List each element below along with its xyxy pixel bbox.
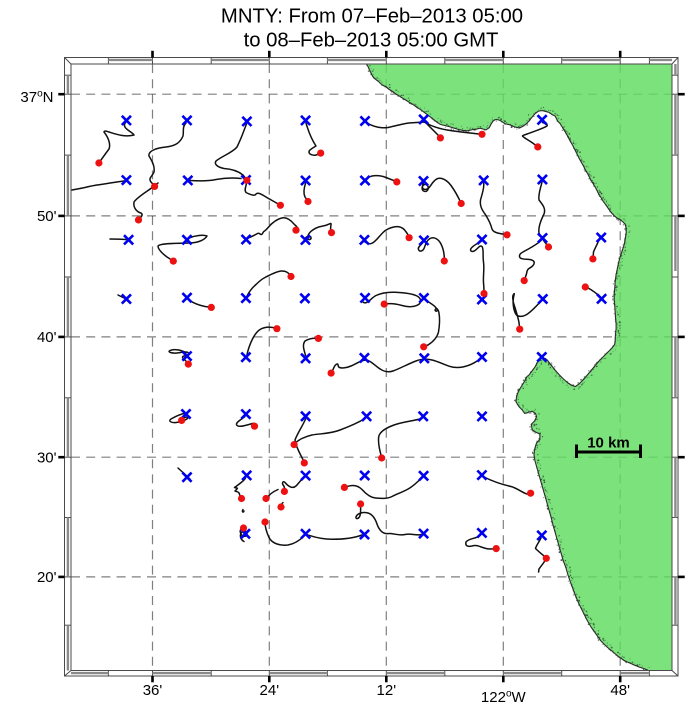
- svg-text:50': 50': [37, 208, 57, 225]
- svg-text:12': 12': [377, 682, 397, 699]
- svg-text:48': 48': [610, 682, 630, 699]
- svg-text:30': 30': [37, 450, 57, 467]
- svg-text:40': 40': [37, 329, 57, 346]
- svg-text:MNTY: From 07–Feb–2013 05:00: MNTY: From 07–Feb–2013 05:00: [221, 6, 523, 28]
- svg-text:10 km: 10 km: [587, 435, 630, 452]
- svg-text:122oW: 122oW: [481, 688, 527, 706]
- svg-text:20': 20': [37, 569, 57, 586]
- svg-text:24': 24': [260, 682, 280, 699]
- svg-text:to 08–Feb–2013 05:00 GMT: to 08–Feb–2013 05:00 GMT: [244, 30, 499, 52]
- svg-text:36': 36': [143, 682, 163, 699]
- svg-text:37oN: 37oN: [20, 89, 53, 107]
